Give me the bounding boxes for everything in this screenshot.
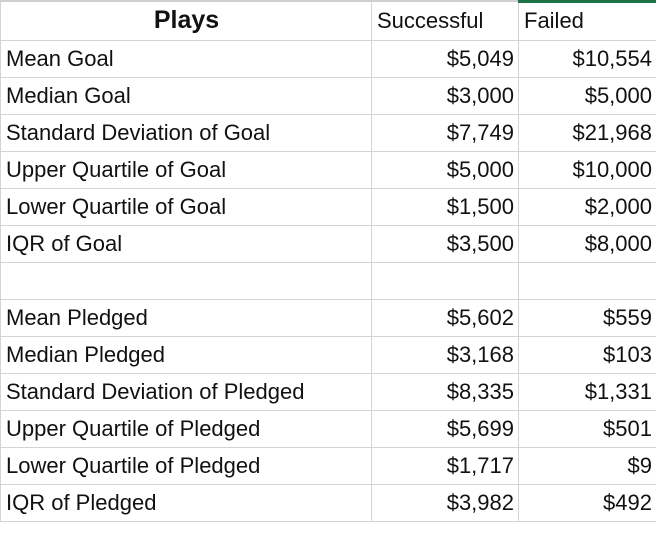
successful-value-cell[interactable]: $5,049 bbox=[371, 40, 519, 78]
failed-value-cell[interactable]: $103 bbox=[518, 336, 656, 374]
successful-value-cell[interactable]: $3,982 bbox=[371, 484, 519, 522]
table-row: Lower Quartile of Goal $1,500 $2,000 bbox=[0, 188, 656, 226]
successful-value-cell[interactable]: $5,602 bbox=[371, 299, 519, 337]
successful-value-cell[interactable]: $7,749 bbox=[371, 114, 519, 152]
failed-value-cell[interactable]: $1,331 bbox=[518, 373, 656, 411]
row-label-cell[interactable]: Standard Deviation of Goal bbox=[0, 114, 372, 152]
empty-cell[interactable] bbox=[0, 262, 372, 300]
successful-value-cell[interactable]: $8,335 bbox=[371, 373, 519, 411]
row-label-cell[interactable]: Mean Pledged bbox=[0, 299, 372, 337]
table-row: IQR of Pledged $3,982 $492 bbox=[0, 484, 656, 522]
successful-value-cell[interactable]: $3,500 bbox=[371, 225, 519, 263]
successful-value-cell[interactable]: $1,500 bbox=[371, 188, 519, 226]
table-row: Median Goal $3,000 $5,000 bbox=[0, 77, 656, 115]
failed-value-cell[interactable]: $501 bbox=[518, 410, 656, 448]
selected-cell-indicator bbox=[518, 0, 656, 3]
successful-value-cell[interactable]: $5,699 bbox=[371, 410, 519, 448]
failed-value-cell[interactable]: $21,968 bbox=[518, 114, 656, 152]
table-row: Upper Quartile of Pledged $5,699 $501 bbox=[0, 410, 656, 448]
failed-value-cell[interactable]: $9 bbox=[518, 447, 656, 485]
failed-value-cell[interactable]: $10,000 bbox=[518, 151, 656, 189]
failed-value-cell[interactable]: $559 bbox=[518, 299, 656, 337]
table-row: Median Pledged $3,168 $103 bbox=[0, 336, 656, 374]
top-border bbox=[0, 0, 518, 2]
row-label-cell[interactable]: Median Goal bbox=[0, 77, 372, 115]
row-label-cell[interactable]: Standard Deviation of Pledged bbox=[0, 373, 372, 411]
row-label-cell[interactable]: Upper Quartile of Pledged bbox=[0, 410, 372, 448]
row-label-cell[interactable]: IQR of Goal bbox=[0, 225, 372, 263]
header-row: Plays Successful Failed bbox=[0, 0, 656, 41]
failed-value-cell[interactable]: $492 bbox=[518, 484, 656, 522]
failed-value-cell[interactable]: $5,000 bbox=[518, 77, 656, 115]
empty-row bbox=[0, 262, 656, 300]
successful-value-cell[interactable]: $3,168 bbox=[371, 336, 519, 374]
failed-value-cell[interactable]: $8,000 bbox=[518, 225, 656, 263]
row-label-cell[interactable]: Median Pledged bbox=[0, 336, 372, 374]
table-row: Mean Goal $5,049 $10,554 bbox=[0, 40, 656, 78]
stats-table: Plays Successful Failed Mean Goal $5,049… bbox=[0, 0, 656, 522]
successful-value-cell[interactable]: $3,000 bbox=[371, 77, 519, 115]
header-successful-cell[interactable]: Successful bbox=[371, 0, 519, 41]
row-label-cell[interactable]: Lower Quartile of Goal bbox=[0, 188, 372, 226]
row-label-cell[interactable]: Lower Quartile of Pledged bbox=[0, 447, 372, 485]
header-failed-cell[interactable]: Failed bbox=[518, 0, 656, 41]
table-row: Standard Deviation of Goal $7,749 $21,96… bbox=[0, 114, 656, 152]
table-row: Standard Deviation of Pledged $8,335 $1,… bbox=[0, 373, 656, 411]
table-row: IQR of Goal $3,500 $8,000 bbox=[0, 225, 656, 263]
failed-value-cell[interactable]: $10,554 bbox=[518, 40, 656, 78]
successful-value-cell[interactable]: $1,717 bbox=[371, 447, 519, 485]
successful-value-cell[interactable]: $5,000 bbox=[371, 151, 519, 189]
table-row: Mean Pledged $5,602 $559 bbox=[0, 299, 656, 337]
header-title-cell[interactable]: Plays bbox=[0, 0, 372, 41]
empty-cell[interactable] bbox=[518, 262, 656, 300]
table-row: Lower Quartile of Pledged $1,717 $9 bbox=[0, 447, 656, 485]
row-label-cell[interactable]: IQR of Pledged bbox=[0, 484, 372, 522]
failed-value-cell[interactable]: $2,000 bbox=[518, 188, 656, 226]
empty-cell[interactable] bbox=[371, 262, 519, 300]
row-label-cell[interactable]: Upper Quartile of Goal bbox=[0, 151, 372, 189]
row-label-cell[interactable]: Mean Goal bbox=[0, 40, 372, 78]
table-row: Upper Quartile of Goal $5,000 $10,000 bbox=[0, 151, 656, 189]
